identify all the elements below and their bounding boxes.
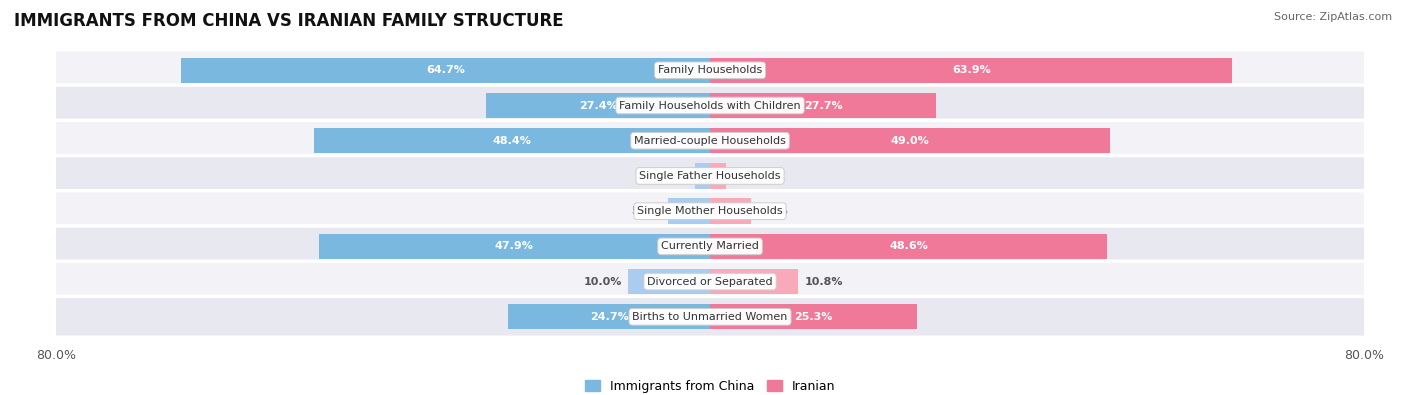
- FancyBboxPatch shape: [53, 50, 1367, 91]
- Bar: [319, 234, 710, 259]
- Text: Single Mother Households: Single Mother Households: [637, 206, 783, 216]
- Bar: [181, 58, 710, 83]
- Text: 5.0%: 5.0%: [758, 206, 787, 216]
- Text: 48.6%: 48.6%: [889, 241, 928, 251]
- Text: Married-couple Households: Married-couple Households: [634, 136, 786, 146]
- FancyBboxPatch shape: [53, 85, 1367, 126]
- Text: 64.7%: 64.7%: [426, 65, 465, 75]
- Text: Divorced or Separated: Divorced or Separated: [647, 276, 773, 287]
- Text: 10.0%: 10.0%: [583, 276, 621, 287]
- Text: Single Father Households: Single Father Households: [640, 171, 780, 181]
- Text: 10.8%: 10.8%: [804, 276, 844, 287]
- Legend: Immigrants from China, Iranian: Immigrants from China, Iranian: [579, 375, 841, 395]
- Text: 1.9%: 1.9%: [733, 171, 763, 181]
- Bar: [710, 234, 1107, 259]
- FancyBboxPatch shape: [53, 226, 1367, 267]
- Bar: [710, 58, 1232, 83]
- Bar: [710, 304, 917, 329]
- FancyBboxPatch shape: [53, 191, 1367, 231]
- Bar: [315, 128, 710, 153]
- Text: Births to Unmarried Women: Births to Unmarried Women: [633, 312, 787, 322]
- FancyBboxPatch shape: [53, 156, 1367, 196]
- Bar: [668, 198, 710, 224]
- Text: 63.9%: 63.9%: [952, 65, 990, 75]
- FancyBboxPatch shape: [53, 120, 1367, 161]
- Bar: [508, 304, 710, 329]
- Bar: [710, 198, 751, 224]
- Bar: [710, 93, 936, 118]
- Bar: [710, 269, 799, 294]
- Bar: [710, 128, 1111, 153]
- Bar: [486, 93, 710, 118]
- Text: 27.7%: 27.7%: [804, 100, 842, 111]
- FancyBboxPatch shape: [53, 296, 1367, 337]
- FancyBboxPatch shape: [53, 261, 1367, 302]
- Text: 47.9%: 47.9%: [495, 241, 534, 251]
- Text: Currently Married: Currently Married: [661, 241, 759, 251]
- Bar: [696, 163, 710, 189]
- Text: 24.7%: 24.7%: [589, 312, 628, 322]
- Text: 48.4%: 48.4%: [494, 136, 531, 146]
- Text: 25.3%: 25.3%: [794, 312, 832, 322]
- Text: 5.1%: 5.1%: [631, 206, 662, 216]
- Bar: [710, 163, 725, 189]
- Text: Source: ZipAtlas.com: Source: ZipAtlas.com: [1274, 12, 1392, 22]
- Text: 1.8%: 1.8%: [658, 171, 689, 181]
- Text: Family Households with Children: Family Households with Children: [619, 100, 801, 111]
- Text: 49.0%: 49.0%: [891, 136, 929, 146]
- Text: Family Households: Family Households: [658, 65, 762, 75]
- Bar: [628, 269, 710, 294]
- Text: IMMIGRANTS FROM CHINA VS IRANIAN FAMILY STRUCTURE: IMMIGRANTS FROM CHINA VS IRANIAN FAMILY …: [14, 12, 564, 30]
- Text: 27.4%: 27.4%: [579, 100, 617, 111]
